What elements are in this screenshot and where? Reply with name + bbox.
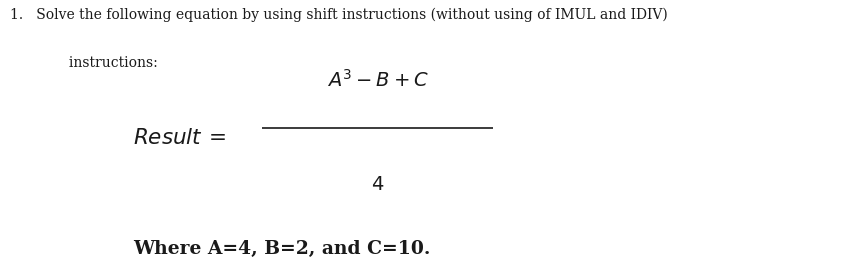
Text: $\mathit{4}$: $\mathit{4}$ xyxy=(371,175,384,194)
Text: $\mathit{A}^3 - \mathit{B} + \mathit{C}$: $\mathit{A}^3 - \mathit{B} + \mathit{C}$ xyxy=(327,69,428,91)
Text: Where A=4, B=2, and C=10.: Where A=4, B=2, and C=10. xyxy=(133,240,431,258)
Text: 1.   Solve the following equation by using shift instructions (without using of : 1. Solve the following equation by using… xyxy=(10,8,668,22)
Text: $\mathit{Re}$$\mathit{sult}$$\,{=}$: $\mathit{Re}$$\mathit{sult}$$\,{=}$ xyxy=(133,128,226,147)
Text: instructions:: instructions: xyxy=(47,56,158,70)
